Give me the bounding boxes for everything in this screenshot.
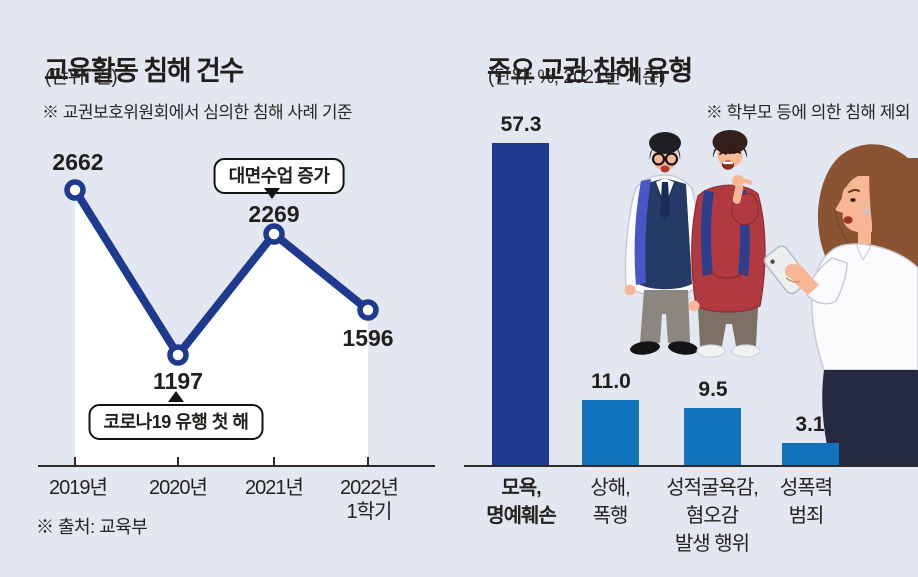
teacher-woman (763, 144, 918, 466)
bar-category-label: 모욕, 명예훼손 (486, 474, 557, 530)
x-axis-label: 2021년 (245, 477, 304, 499)
x-axis-label: 2020년 (149, 477, 208, 499)
bullying-illustration (624, 130, 918, 466)
bar-injury-assault (582, 400, 639, 466)
bar-value-label: 57.3 (500, 113, 542, 136)
annotation-callout-bottom: 코로나19 유행 첫 해 (88, 404, 264, 440)
bar-sexual-crime (782, 443, 839, 466)
category-line: 명예훼손 (486, 505, 557, 527)
bar-value-label: 9.5 (698, 378, 728, 401)
source-note: ※ 출처: 교육부 (36, 517, 148, 537)
line-series (71, 186, 372, 359)
bar-value-label: 3.1 (795, 413, 825, 436)
student-boy-pointing (688, 130, 766, 358)
bar-sexual-humiliation (684, 408, 741, 466)
x-axis-label: 2019년 (49, 477, 108, 499)
bar-category-label: 상해, 폭행 (590, 474, 630, 530)
x-axis-right (464, 465, 918, 467)
student-boy-glasses (624, 132, 701, 355)
data-point-marker (64, 179, 86, 201)
bar-category-label: 성적굴욕감, 혐오감 발생 행위 (666, 474, 759, 558)
category-line: 혐오감 (685, 505, 739, 527)
category-line: 폭행 (592, 505, 629, 527)
annotation-pointer-up (168, 391, 184, 402)
bar-value-label: 11.0 (591, 370, 631, 393)
annotation-pointer-down (264, 188, 280, 199)
category-line: 성적굴욕감, (666, 477, 759, 499)
data-point-value: 1596 (342, 325, 394, 351)
data-point-marker (167, 344, 189, 366)
data-point-marker (263, 223, 285, 245)
left-chart-unit: (단위: 건) (45, 67, 118, 88)
category-line: 발생 행위 (674, 533, 750, 555)
right-chart-title: 주요 교권 침해 유형 (487, 56, 693, 87)
category-line: 성폭력 (779, 477, 833, 499)
bar-category-label: 성폭력 범죄 (779, 474, 833, 530)
left-chart-note: ※ 교권보호위원회에서 심의한 침해 사례 기준 (42, 103, 353, 122)
category-line: 모욕, (501, 477, 541, 499)
right-chart-note: ※ 학부모 등에 의한 침해 제외 (705, 103, 911, 122)
x-axis-label-line1: 2022년 (340, 477, 399, 499)
bar-insult-defamation (492, 143, 549, 466)
data-point-value: 1197 (153, 368, 203, 394)
x-axis-label-line2: 1학기 (346, 501, 393, 523)
category-line: 범죄 (788, 505, 825, 527)
x-axis-label: 2022년 1학기 (340, 476, 399, 524)
left-chart-title: 교육활동 침해 건수 (44, 56, 244, 87)
right-chart-unit: (단위: %, 2021년 기준) (488, 67, 666, 88)
data-point-marker (357, 299, 379, 321)
category-line: 상해, (590, 477, 630, 499)
data-point-value: 2269 (248, 201, 300, 227)
data-point-value: 2662 (52, 149, 104, 175)
